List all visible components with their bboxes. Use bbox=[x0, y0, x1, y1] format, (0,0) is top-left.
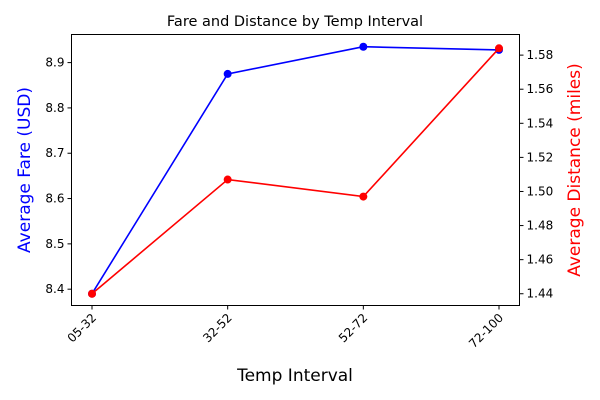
right-y-tick-label: 1.44 bbox=[527, 287, 554, 301]
series-line bbox=[91, 45, 500, 295]
x-axis: 05-32 32-52 52-72 72-100 bbox=[65, 305, 506, 351]
data-point bbox=[223, 175, 232, 184]
data-point bbox=[88, 289, 96, 298]
data-point bbox=[359, 42, 368, 51]
x-tick-label: 32-52 bbox=[200, 311, 235, 346]
right-y-tick-label: 1.54 bbox=[527, 116, 554, 130]
right-y-axis: 1.44 1.46 1.48 1.50 1.52 1.54 1.56 1.58 bbox=[519, 48, 554, 301]
right-y-tick-label: 1.56 bbox=[527, 82, 554, 96]
x-tick-label: 72-100 bbox=[466, 311, 506, 351]
chart-title: Fare and Distance by Temp Interval bbox=[167, 14, 423, 30]
left-y-tick-label: 8.6 bbox=[45, 192, 64, 206]
right-y-axis-label: Average Distance (miles) bbox=[565, 63, 585, 277]
x-axis-label: Temp Interval bbox=[236, 366, 353, 386]
x-tick-label: 05-32 bbox=[65, 311, 100, 346]
left-y-tick-label: 8.9 bbox=[45, 56, 64, 70]
left-y-tick-label: 8.5 bbox=[45, 237, 64, 251]
x-tick-label: 52-72 bbox=[336, 311, 371, 346]
right-y-tick-label: 1.58 bbox=[527, 48, 554, 62]
left-y-tick-label: 8.8 bbox=[45, 101, 64, 115]
data-point bbox=[495, 44, 503, 53]
series-layer bbox=[88, 42, 503, 298]
right-y-tick-label: 1.50 bbox=[527, 184, 554, 198]
left-y-axis: 8.4 8.5 8.6 8.7 8.8 8.9 bbox=[45, 56, 72, 296]
left-y-tick-label: 8.4 bbox=[45, 282, 64, 296]
right-y-tick-label: 1.52 bbox=[527, 150, 554, 164]
left-y-axis-label: Average Fare (USD) bbox=[15, 87, 35, 253]
left-y-tick-label: 8.7 bbox=[45, 146, 64, 160]
right-y-tick-label: 1.48 bbox=[527, 219, 554, 233]
data-point bbox=[359, 192, 368, 201]
plot-area bbox=[71, 34, 520, 306]
series-line bbox=[91, 47, 500, 295]
right-y-tick-label: 1.46 bbox=[527, 253, 554, 267]
data-point bbox=[223, 69, 232, 78]
